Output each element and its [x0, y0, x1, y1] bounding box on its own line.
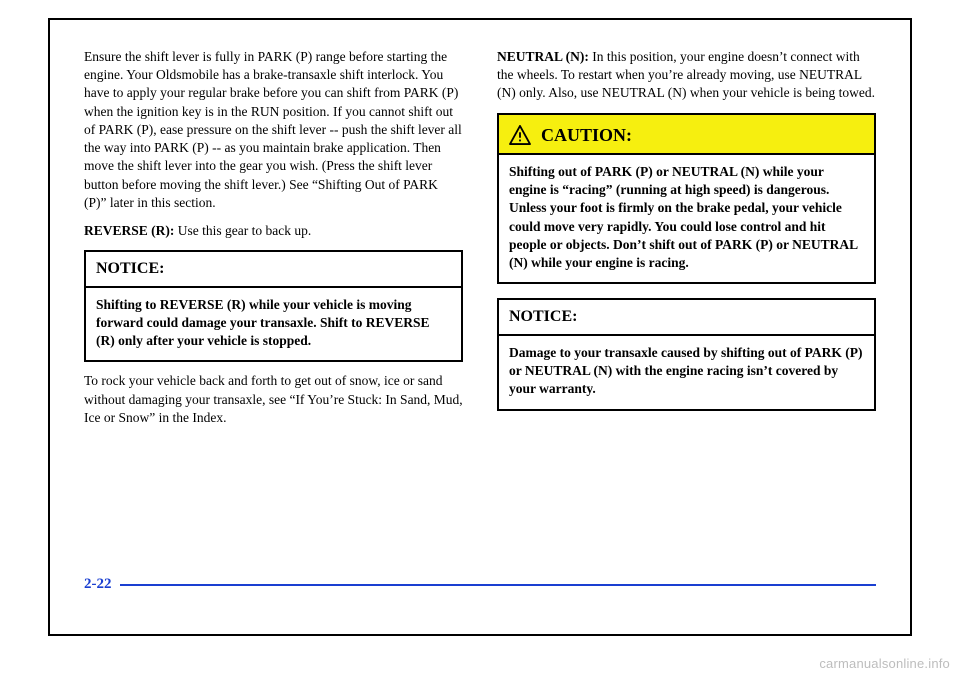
- notice-box-reverse: NOTICE: Shifting to REVERSE (R) while yo…: [84, 250, 463, 362]
- left-column: Ensure the shift lever is fully in PARK …: [84, 48, 463, 568]
- notice-body-2: Damage to your transaxle caused by shift…: [499, 336, 874, 409]
- caution-header-text: CAUTION:: [541, 123, 632, 147]
- page-number: 2-22: [84, 576, 112, 593]
- notice-header: NOTICE:: [86, 252, 461, 288]
- two-column-layout: Ensure the shift lever is fully in PARK …: [84, 48, 876, 568]
- caution-body: Shifting out of PARK (P) or NEUTRAL (N) …: [499, 155, 874, 282]
- rock-vehicle-paragraph: To rock your vehicle back and forth to g…: [84, 372, 463, 427]
- warning-triangle-icon: [509, 125, 531, 145]
- notice-header-2: NOTICE:: [499, 300, 874, 336]
- reverse-paragraph: REVERSE (R): Use this gear to back up.: [84, 222, 463, 240]
- footer-rule: [120, 584, 877, 586]
- reverse-label: REVERSE (R):: [84, 223, 178, 238]
- neutral-paragraph: NEUTRAL (N): In this position, your engi…: [497, 48, 876, 103]
- caution-header: CAUTION:: [499, 115, 874, 155]
- page-footer: 2-22: [84, 576, 876, 593]
- notice-body: Shifting to REVERSE (R) while your vehic…: [86, 288, 461, 361]
- caution-box: CAUTION: Shifting out of PARK (P) or NEU…: [497, 113, 876, 285]
- reverse-text: Use this gear to back up.: [178, 223, 311, 238]
- right-column: NEUTRAL (N): In this position, your engi…: [497, 48, 876, 568]
- park-instructions: Ensure the shift lever is fully in PARK …: [84, 48, 463, 212]
- watermark-text: carmanualsonline.info: [819, 656, 950, 671]
- notice-box-warranty: NOTICE: Damage to your transaxle caused …: [497, 298, 876, 410]
- neutral-label: NEUTRAL (N):: [497, 49, 592, 64]
- manual-page: Ensure the shift lever is fully in PARK …: [48, 18, 912, 636]
